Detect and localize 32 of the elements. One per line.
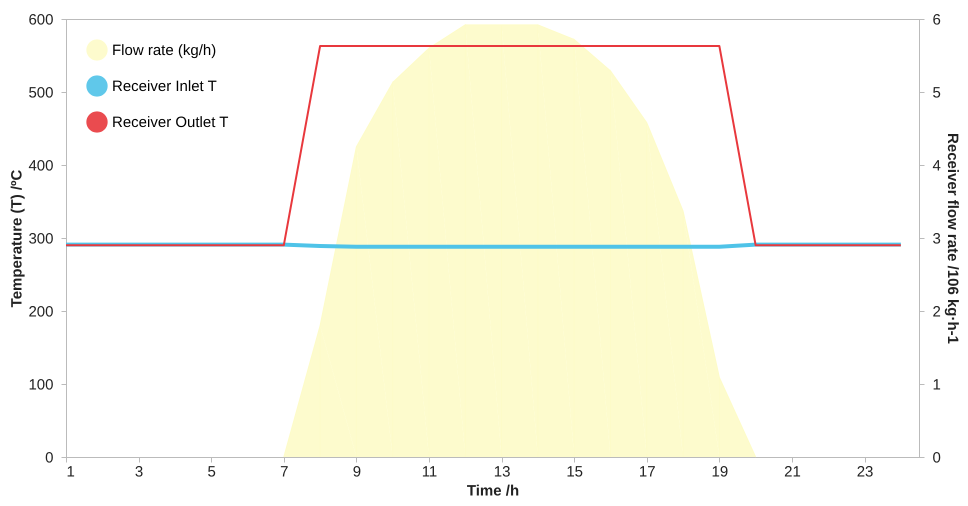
legend-label: Receiver Outlet T [112,114,228,131]
y2-tick-label: 6 [932,12,941,28]
y-tick-label: 100 [28,376,54,394]
y2-tick-label: 1 [932,376,941,394]
x-tick-label: 15 [566,464,584,480]
y2-tick-label: 3 [932,230,941,248]
x-tick-label: 23 [856,464,874,480]
x-tick-label: 21 [784,464,801,480]
y-tick-label: 600 [28,12,54,28]
x-tick-label: 7 [280,464,288,480]
x-tick-label: 3 [134,464,144,480]
x-tick-label: 1 [66,464,75,480]
y-tick-label: 200 [28,304,54,320]
legend-label: Flow rate (kg/h) [112,42,216,59]
x-axis-title: Time /h [466,482,520,500]
x-tick-label: 13 [494,464,510,480]
y2-tick-label: 2 [932,304,941,320]
y2-axis-title: Receiver flow rate /106 kg·h-1 [944,133,961,344]
x-tick-label: 11 [422,464,438,480]
y2-tick-label: 5 [932,84,941,102]
y-tick-label: 400 [28,158,54,174]
x-tick-label: 19 [712,464,728,480]
x-tick-label: 9 [352,464,362,480]
y-tick-label: 500 [28,84,54,102]
y2-tick-label: 0 [932,450,941,466]
x-tick-label: 17 [638,464,656,480]
legend-label: Receiver Inlet T [112,78,217,95]
y-axis-title: Temperature (T) /ºC [8,169,26,308]
y-tick-label: 300 [28,230,54,248]
y2-tick-label: 4 [932,158,941,174]
x-tick-label: 5 [208,464,216,480]
y-tick-label: 0 [45,450,54,466]
